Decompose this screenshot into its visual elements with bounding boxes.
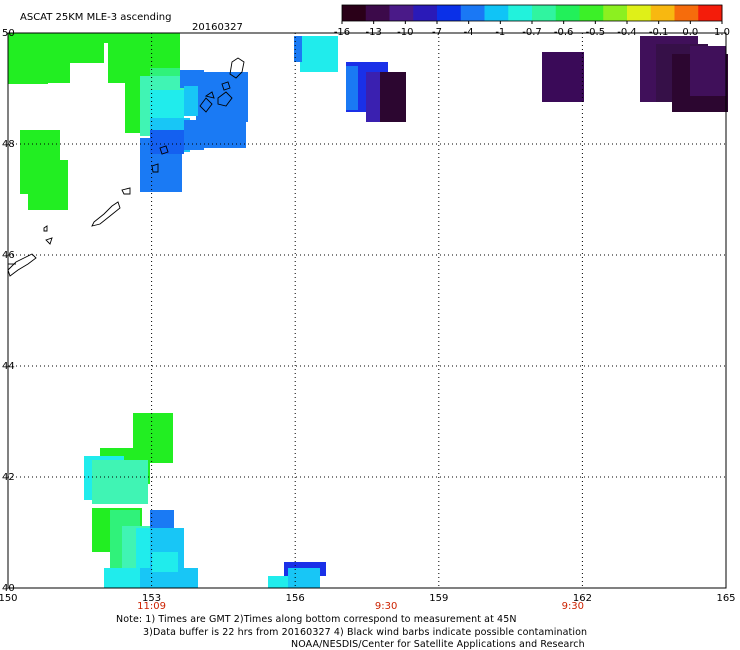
data-cell bbox=[300, 36, 338, 72]
data-cell bbox=[690, 46, 726, 96]
pass-time-label: 11:09 bbox=[137, 601, 166, 612]
colorbar-swatch bbox=[460, 5, 485, 21]
colorbar-swatch bbox=[579, 5, 604, 21]
data-cell bbox=[542, 52, 584, 102]
footer-credit: NOAA/NESDIS/Center for Satellite Applica… bbox=[291, 639, 585, 650]
data-cell bbox=[104, 568, 148, 588]
latitude-label: 40 bbox=[2, 583, 15, 594]
colorbar-swatch bbox=[413, 5, 438, 21]
data-cell bbox=[152, 552, 178, 572]
colorbar-swatch bbox=[437, 5, 462, 21]
coastline bbox=[7, 57, 245, 277]
colorbar-swatch bbox=[627, 5, 652, 21]
data-cell bbox=[140, 568, 198, 588]
data-cell bbox=[346, 66, 358, 110]
footer-note-line2: 3)Data buffer is 22 hrs from 20160327 4)… bbox=[143, 627, 588, 638]
pass-time-label: 9:30 bbox=[562, 601, 584, 612]
colorbar-swatch bbox=[698, 5, 723, 21]
data-cell bbox=[294, 36, 302, 62]
data-cell bbox=[48, 50, 78, 62]
product-date: 20160327 bbox=[192, 22, 243, 33]
colorbar-swatch bbox=[508, 5, 533, 21]
data-cell bbox=[150, 510, 174, 530]
mle-colorbar bbox=[341, 4, 723, 22]
product-title: ASCAT 25KM MLE-3 ascending bbox=[20, 12, 171, 23]
colorbar-swatch bbox=[603, 5, 628, 21]
axis-labels: 150 153 156 159 162 165 50 48 46 44 42 40 11:09 9:30 9… bbox=[0, 28, 736, 612]
latitude-label: 50 bbox=[2, 28, 15, 39]
map-frame bbox=[7, 32, 727, 589]
longitude-label: 159 bbox=[429, 593, 448, 604]
graticule bbox=[8, 33, 726, 588]
data-cell bbox=[150, 43, 180, 69]
colorbar-swatch bbox=[342, 5, 367, 21]
data-cell bbox=[104, 33, 180, 43]
wind-data-cells bbox=[8, 33, 728, 588]
longitude-label: 153 bbox=[142, 593, 161, 604]
data-cell bbox=[8, 50, 48, 84]
colorbar-tick-labels: -16 -13 -10 -7 -4 -1 -0.7 -0.6 -0.5 -0.4 -0.1 0.0 1.… bbox=[334, 21, 730, 38]
colorbar-swatch bbox=[389, 5, 414, 21]
colorbar-swatch bbox=[650, 5, 675, 21]
colorbar-swatch bbox=[674, 5, 699, 21]
data-cell bbox=[184, 120, 204, 150]
colorbar-swatch bbox=[532, 5, 557, 21]
data-cell bbox=[92, 460, 148, 504]
longitude-label: 150 bbox=[0, 593, 18, 604]
longitude-label: 156 bbox=[286, 593, 305, 604]
latitude-label: 46 bbox=[2, 250, 15, 261]
data-cell bbox=[268, 576, 288, 588]
data-cell bbox=[288, 568, 320, 588]
latitude-label: 48 bbox=[2, 139, 15, 150]
colorbar-swatch bbox=[484, 5, 509, 21]
latitude-label: 44 bbox=[2, 361, 15, 372]
data-cell bbox=[28, 160, 68, 210]
data-cell bbox=[380, 72, 406, 122]
colorbar-swatch bbox=[555, 5, 580, 21]
colorbar-swatch bbox=[365, 5, 390, 21]
pass-time-label: 9:30 bbox=[375, 601, 397, 612]
data-cell bbox=[184, 86, 198, 116]
longitude-label: 162 bbox=[573, 593, 592, 604]
latitude-label: 42 bbox=[2, 472, 15, 483]
data-cell bbox=[196, 82, 246, 148]
longitude-label: 165 bbox=[716, 593, 735, 604]
footer-note-line1: Note: 1) Times are GMT 2)Times along bot… bbox=[116, 614, 517, 625]
